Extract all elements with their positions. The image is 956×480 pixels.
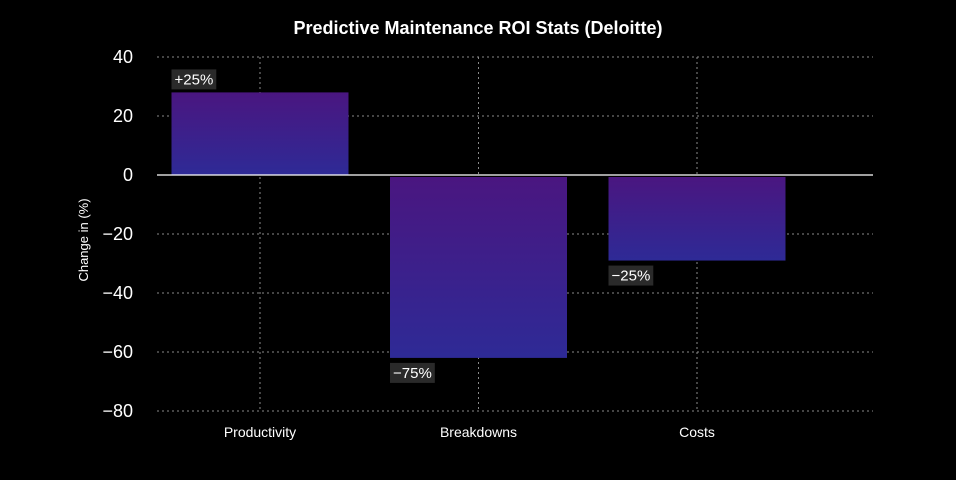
y-tick-label: 40 [113, 47, 133, 67]
y-tick-label: −80 [102, 401, 133, 421]
y-tick-label: 20 [113, 106, 133, 126]
x-tick-label: Breakdowns [440, 424, 517, 440]
data-label-bg [608, 265, 654, 286]
data-label: −25% [608, 265, 654, 286]
data-label: −75% [390, 362, 435, 383]
bars [171, 92, 786, 358]
bar-productivity [171, 92, 349, 175]
data-label: +25% [171, 69, 217, 90]
data-label-bg [390, 362, 435, 383]
x-tick-label: Productivity [224, 424, 296, 440]
data-label-text: −75% [393, 365, 432, 382]
data-label-text: +25% [175, 71, 214, 88]
x-tick-label: Costs [679, 424, 715, 440]
data-label-text: −25% [612, 268, 651, 285]
bar-costs [608, 177, 786, 261]
y-tick-label: −40 [102, 283, 133, 303]
y-tick-label: 0 [123, 165, 133, 185]
y-tick-labels: 40 20 0 −20 −40 −60 −80 [102, 47, 133, 421]
y-axis-label: Change in (%) [76, 198, 91, 281]
x-tick-labels: Productivity Breakdowns Costs [224, 424, 715, 440]
y-tick-label: −20 [102, 224, 133, 244]
data-label-bg [171, 69, 217, 90]
data-labels: +25% −75% −25% [171, 69, 654, 383]
chart-title: Predictive Maintenance ROI Stats (Deloit… [293, 18, 662, 38]
bar-breakdowns [390, 177, 567, 358]
y-tick-label: −60 [102, 342, 133, 362]
